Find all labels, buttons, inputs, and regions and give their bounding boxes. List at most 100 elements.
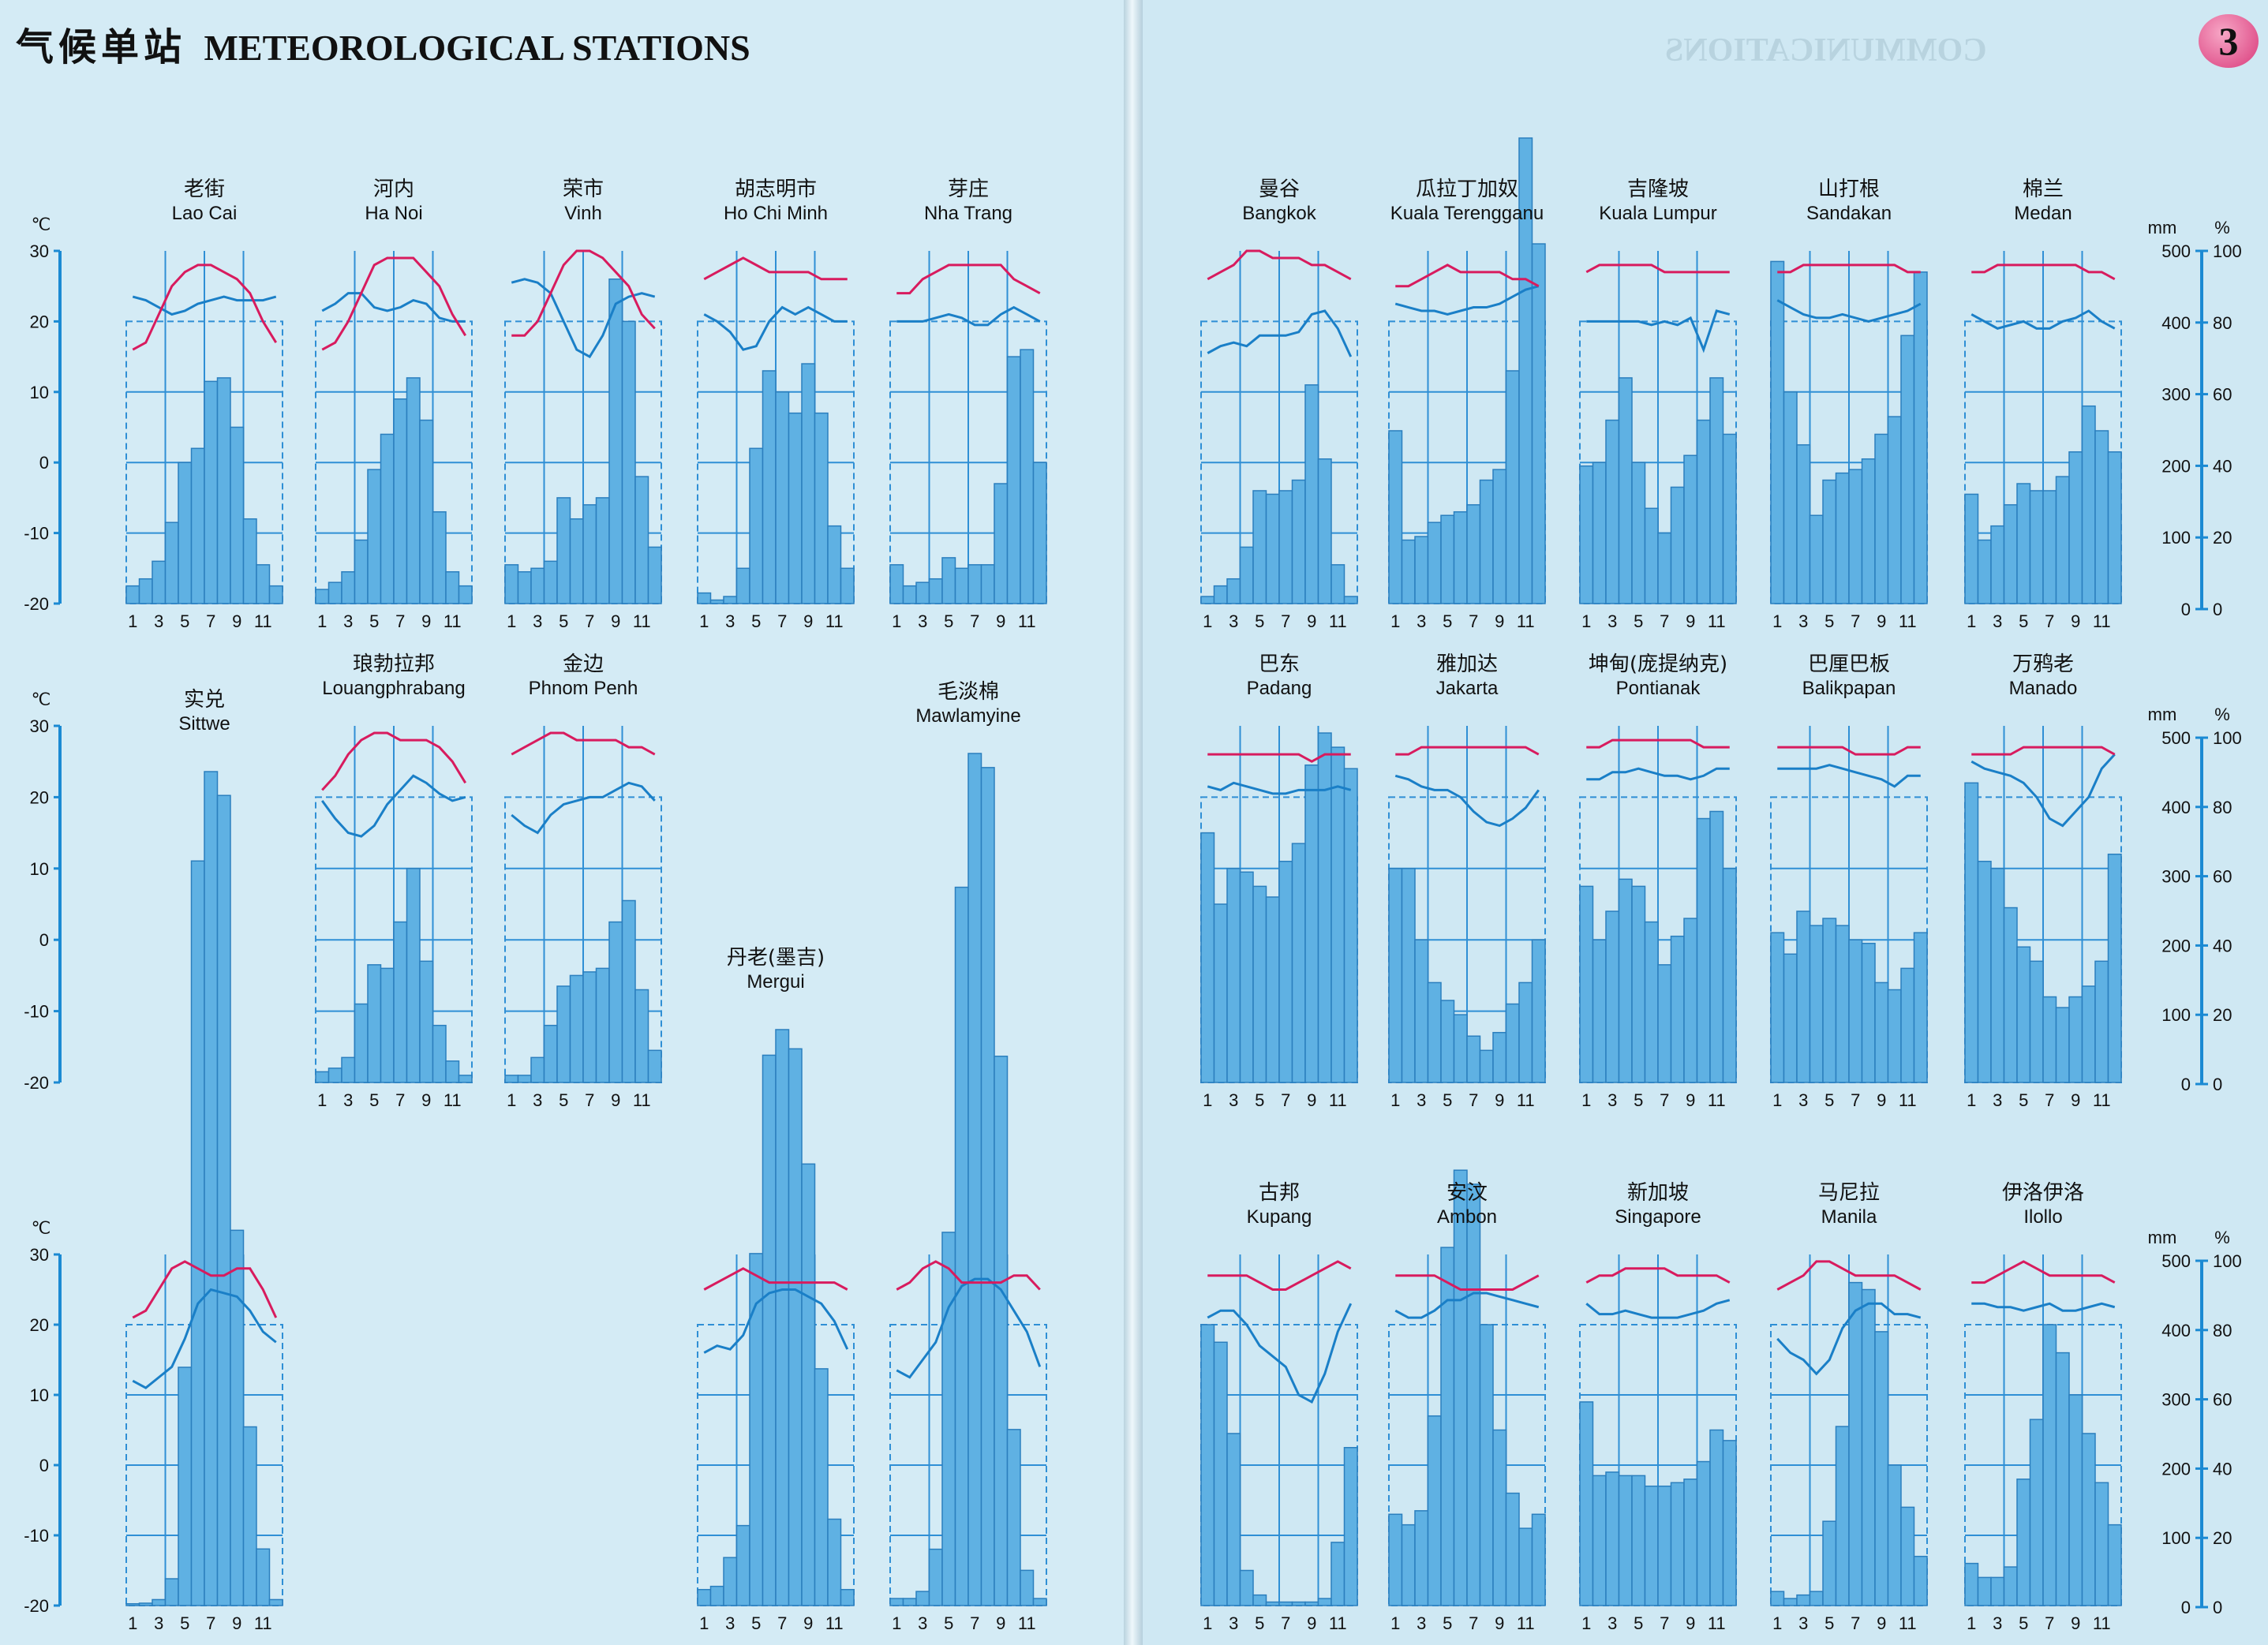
precip-bar — [967, 753, 982, 1606]
precip-bar — [889, 564, 904, 604]
precip-bar — [458, 585, 473, 604]
precip-bar — [788, 1048, 803, 1606]
precip-bar — [994, 1056, 1009, 1606]
precip-bar — [1291, 843, 1306, 1083]
month-tick-label: 9 — [1307, 1090, 1316, 1110]
humidity-line — [1207, 781, 1352, 795]
month-tick-label: 5 — [559, 611, 568, 631]
precip-bar — [994, 483, 1009, 604]
month-tick-label: 11 — [1018, 611, 1036, 631]
precip-bar — [1631, 885, 1646, 1083]
precip-bar — [327, 581, 342, 604]
precip-tick-label: 0 — [2181, 600, 2191, 619]
precip-bar — [1505, 370, 1520, 604]
precip-bar — [1683, 1479, 1698, 1606]
precip-bar — [928, 578, 943, 604]
month-tick-label: 1 — [1581, 1090, 1591, 1110]
precip-bar — [608, 279, 623, 604]
precip-bar — [1618, 1475, 1633, 1606]
precip-bar — [504, 1075, 519, 1083]
month-tick-label: 9 — [1686, 611, 1695, 631]
month-tick-label: 5 — [2019, 611, 2028, 631]
month-tick-label: 9 — [611, 611, 620, 631]
month-tick-label: 3 — [725, 1613, 735, 1633]
temperature-line — [896, 1260, 1041, 1291]
precip-tick-label: 500 — [2161, 1251, 2191, 1271]
month-tick-label: 7 — [2045, 1613, 2054, 1633]
month-tick-label: 7 — [395, 611, 405, 631]
precip-bar — [902, 585, 917, 604]
precip-bar — [1770, 932, 1785, 1083]
humidity-line — [896, 305, 1041, 327]
precip-bar — [1213, 585, 1228, 604]
precip-bar — [315, 1071, 330, 1083]
precip-bar — [723, 596, 738, 604]
humidity-line — [1776, 299, 1922, 323]
month-tick-label: 3 — [918, 1613, 927, 1633]
humidity-unit-label: % — [2214, 705, 2230, 724]
precip-bar — [327, 1067, 342, 1083]
precip-bar — [1696, 817, 1711, 1083]
precip-bar — [1304, 764, 1319, 1083]
precip-bar — [2003, 1566, 2018, 1606]
precip-bar — [354, 1003, 369, 1083]
temp-tick-label: -20 — [24, 1596, 49, 1616]
temp-tick-label: -20 — [24, 594, 49, 614]
precip-bar — [1848, 939, 1863, 1083]
precip-bar — [1900, 967, 1915, 1083]
month-tick-label: 1 — [1390, 1613, 1400, 1633]
precip-bar — [840, 567, 855, 604]
humidity-line — [1971, 1302, 2116, 1312]
station-name-en: Ho Chi Minh — [724, 203, 828, 224]
precip-bar — [445, 1060, 460, 1083]
precip-bar — [621, 320, 636, 604]
temp-tick-label: 10 — [30, 859, 49, 879]
month-tick-label: 3 — [1417, 1613, 1426, 1633]
station-name-en: Balikpapan — [1802, 678, 1896, 699]
station-name-en: Ha Noi — [365, 203, 422, 224]
precip-bar — [1657, 532, 1672, 604]
humidity-line — [703, 1288, 849, 1354]
precip-bar — [1900, 335, 1915, 604]
precip-bar — [801, 363, 816, 604]
precip-bar — [954, 886, 969, 1606]
precip-bar — [2107, 1523, 2122, 1606]
station-chart: 1 3 5 7 9 11 丹老(墨吉)Mergui — [697, 946, 855, 1633]
precip-bar — [2107, 853, 2122, 1083]
precip-bar — [556, 497, 571, 604]
precip-bar — [647, 546, 662, 604]
precip-bar — [406, 377, 421, 604]
month-tick-label: 3 — [1607, 1090, 1617, 1110]
precip-tick-label: 200 — [2161, 936, 2191, 955]
precip-bar — [1592, 1475, 1607, 1606]
month-tick-label: 3 — [1993, 1613, 2002, 1633]
precip-bar — [2003, 907, 2018, 1083]
temperature-line — [1207, 1260, 1352, 1291]
month-tick-label: 11 — [1329, 1613, 1347, 1633]
precip-bar — [621, 899, 636, 1083]
precip-bar — [445, 571, 460, 604]
temp-tick-label: 20 — [30, 1315, 49, 1335]
precip-bar — [928, 1548, 943, 1606]
precip-bar — [419, 419, 434, 604]
month-tick-label: 11 — [1899, 1613, 1917, 1633]
precip-bar — [814, 412, 829, 604]
station-chart: 1 3 5 7 9 11 坤甸(庞提纳克)Pontianak — [1579, 652, 1737, 1110]
temperature-line — [1395, 746, 1540, 756]
month-tick-label: 7 — [395, 1090, 405, 1110]
humidity-line — [1970, 753, 2116, 828]
humidity-tick-label: 100 — [2213, 1251, 2242, 1271]
precip-bar — [1330, 746, 1345, 1083]
month-tick-label: 11 — [254, 1613, 272, 1633]
precip-bar — [1291, 479, 1306, 604]
humidity-line — [1207, 1303, 1353, 1404]
precip-bar — [762, 370, 777, 604]
temp-tick-label: 0 — [39, 1456, 49, 1475]
month-tick-label: 3 — [1993, 1090, 2002, 1110]
station-name-cn: 河内 — [373, 178, 414, 201]
month-tick-label: 3 — [918, 611, 927, 631]
precip-bar — [1644, 921, 1659, 1083]
